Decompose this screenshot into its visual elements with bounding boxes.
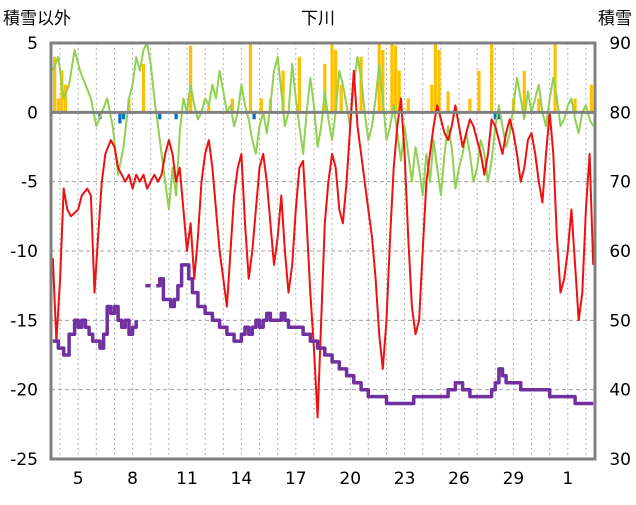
x-tick-label: 1: [562, 469, 573, 489]
precipitation-bar: [497, 112, 501, 120]
precipitation-bar: [553, 43, 557, 113]
precipitation-bar: [393, 45, 398, 113]
precipitation-bar: [573, 98, 577, 113]
precipitation-bar: [397, 70, 401, 113]
snow-depth-line: [156, 263, 594, 406]
precipitation-bar: [477, 70, 481, 113]
snow-depth-line: [52, 304, 138, 357]
plot-frame: [49, 41, 597, 461]
precipitation-bar: [589, 84, 593, 113]
precipitation-bar: [174, 112, 178, 120]
precipitation-bar: [259, 98, 263, 113]
precipitation-bar: [281, 70, 285, 113]
precipitation-bar: [230, 98, 234, 113]
precipitation-bar: [377, 43, 381, 113]
left-tick-label: -15: [10, 311, 38, 331]
precipitation-bar: [118, 112, 122, 124]
precipitation-bar: [406, 98, 410, 113]
precipitation-bar: [433, 43, 438, 113]
precipitation-bar: [437, 49, 441, 113]
x-tick-label: 26: [448, 469, 470, 489]
precipitation-bar: [141, 63, 146, 113]
x-tick-label: 23: [394, 469, 416, 489]
precipitation-bar: [252, 112, 256, 120]
precipitation-bar: [330, 43, 334, 113]
precipitation-bar: [189, 45, 193, 113]
precipitation-bar: [297, 56, 302, 113]
right-tick-label: 90: [609, 34, 631, 54]
precipitation-bar: [248, 43, 253, 113]
left-axis-label: 積雪以外: [3, 9, 71, 29]
precipitation-bar: [158, 112, 162, 120]
x-tick-label: 5: [73, 469, 84, 489]
right-axis-label: 積雪: [598, 9, 632, 29]
x-tick-label: 8: [127, 469, 138, 489]
precipitation-bar: [390, 43, 394, 113]
right-tick-label: 80: [609, 103, 631, 123]
precipitation-bar: [490, 43, 494, 113]
chart-title: 下川: [301, 9, 335, 29]
x-tick-label: 17: [285, 469, 307, 489]
precipitation-bar: [207, 105, 211, 113]
left-tick-label: 5: [27, 34, 38, 54]
precipitation-bar: [522, 70, 526, 113]
precipitation-bar: [468, 98, 472, 113]
x-tick-label: 14: [231, 469, 253, 489]
precipitation-bar: [56, 98, 60, 113]
precipitation-bar: [63, 84, 68, 113]
precipitation-bar: [323, 63, 327, 113]
left-tick-label: -10: [10, 242, 38, 262]
x-tick-label: 11: [176, 469, 198, 489]
precipitation-bar: [121, 112, 126, 120]
left-tick-label: -25: [10, 450, 38, 470]
precipitation-bar: [53, 56, 57, 113]
right-tick-label: 40: [609, 381, 631, 401]
temperature-line: [51, 69, 595, 419]
x-tick-label: 29: [503, 469, 525, 489]
precipitation-bar: [339, 84, 343, 113]
right-tick-label: 50: [609, 311, 631, 331]
right-tick-label: 30: [609, 450, 631, 470]
precipitation-bar: [493, 112, 497, 120]
precipitation-bar: [430, 84, 434, 113]
left-tick-label: 0: [27, 103, 38, 123]
left-tick-label: -5: [21, 173, 38, 193]
precipitation-bar: [381, 49, 385, 113]
precipitation-bar: [334, 49, 338, 113]
precipitation-bar: [537, 98, 541, 113]
x-tick-label: 20: [339, 469, 361, 489]
precipitation-bar: [446, 91, 450, 113]
right-tick-label: 60: [609, 242, 631, 262]
left-tick-label: -20: [10, 381, 38, 401]
right-tick-label: 70: [609, 173, 631, 193]
